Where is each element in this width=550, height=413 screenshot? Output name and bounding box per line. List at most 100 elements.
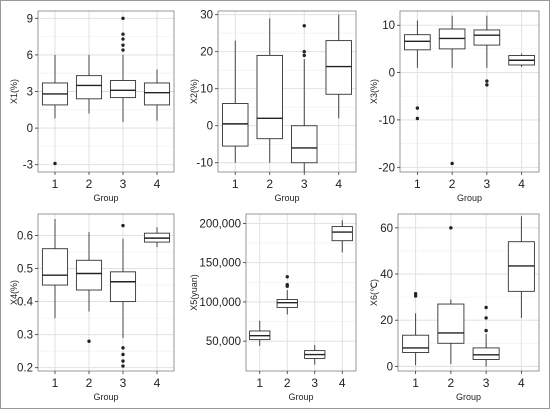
- y-axis-label: X3(%): [369, 79, 379, 104]
- x-tick-label: 1: [232, 177, 239, 191]
- outlier-point: [121, 43, 125, 47]
- box-group-1: [41, 218, 69, 319]
- x-tick-label: 4: [518, 376, 525, 390]
- box: [143, 82, 171, 106]
- y-tick-label: 9: [27, 13, 33, 25]
- box-group-1: [249, 320, 271, 346]
- x-axis-label: Group: [93, 193, 118, 203]
- box-group-2: [75, 54, 103, 114]
- outlier-point: [87, 339, 91, 343]
- box: [404, 34, 431, 51]
- x-tick-label: 1: [256, 376, 263, 390]
- outlier-point: [285, 284, 289, 288]
- plot-border: [399, 10, 540, 173]
- outlier-point: [121, 48, 125, 52]
- outlier-point: [302, 50, 306, 54]
- outlier-point: [485, 83, 489, 87]
- box-group-2: [256, 18, 283, 163]
- box-group-3: [109, 16, 137, 122]
- y-tick-label: -3: [23, 160, 33, 172]
- x-tick-label: 4: [518, 177, 525, 191]
- outlier-point: [53, 161, 57, 166]
- x-tick-label: 3: [120, 177, 127, 191]
- plot-border: [397, 213, 540, 372]
- plot-border: [217, 10, 357, 173]
- x-axis-label: Group: [288, 392, 313, 402]
- box-group-4: [508, 53, 535, 67]
- box-group-1: [41, 54, 69, 166]
- y-axis-label: X4(%): [9, 280, 19, 305]
- outlier-point: [302, 53, 306, 58]
- y-tick-label: 0.6: [17, 230, 33, 242]
- box: [473, 29, 501, 46]
- box: [291, 125, 318, 164]
- y-axis-label: X2(%): [189, 79, 199, 104]
- box: [325, 40, 352, 95]
- box: [402, 334, 430, 353]
- y-tick-label: 40: [380, 269, 393, 281]
- outlier-point: [121, 32, 125, 36]
- box-group-3: [473, 15, 501, 87]
- box-group-4: [507, 216, 535, 318]
- chart-panel-4: 0.2 0.3 0.4 0.5 0.6 1 2 3 4 Group X4(%): [9, 213, 175, 402]
- outlier-point: [485, 79, 489, 83]
- x-tick-label: 3: [120, 376, 127, 390]
- outlier-point: [484, 328, 488, 333]
- x-tick-label: 1: [52, 177, 59, 191]
- y-axis-label: X1(%): [9, 79, 19, 104]
- y-tick-label: 3: [27, 87, 33, 99]
- box-group-2: [438, 15, 466, 166]
- outlier-point: [449, 226, 453, 230]
- box-group-2: [276, 275, 298, 315]
- y-tick-label: -10: [378, 115, 395, 127]
- y-tick-label: 60: [380, 223, 393, 235]
- outlier-point: [121, 223, 125, 228]
- y-axis-label: X5(yuan): [189, 274, 199, 311]
- box: [472, 347, 500, 360]
- y-tick-label: 6: [27, 50, 33, 62]
- x-axis-label: Group: [274, 193, 299, 203]
- x-tick-label: 4: [339, 376, 346, 390]
- y-tick-label: 100,000: [199, 297, 241, 309]
- y-tick-label: 0: [27, 123, 33, 135]
- x-tick-label: 2: [86, 177, 93, 191]
- y-tick-label: -10: [196, 158, 213, 170]
- box: [276, 299, 298, 308]
- x-tick-label: 3: [301, 177, 308, 191]
- box-group-1: [404, 20, 431, 121]
- box-group-3: [304, 345, 326, 365]
- x-tick-label: 2: [284, 376, 291, 390]
- y-tick-label: 20: [200, 47, 213, 59]
- box: [331, 226, 353, 242]
- x-tick-label: 2: [449, 177, 456, 191]
- y-axis-label: X6(℃): [369, 279, 379, 306]
- chart-panel-6: 0 20 40 60 1 2 3 4 Group X6(℃): [369, 213, 540, 402]
- x-tick-label: 3: [484, 177, 491, 191]
- y-tick-label: 200,000: [199, 218, 241, 230]
- y-tick-label: 50,000: [206, 336, 241, 348]
- x-axis-label: Group: [457, 193, 482, 203]
- y-tick-label: 0.4: [17, 297, 34, 309]
- x-tick-label: 3: [483, 376, 490, 390]
- outlier-point: [121, 16, 125, 21]
- chart-panel-3: -20 -10 0 10 1 2 3 4 Group X3(%): [369, 10, 540, 203]
- box: [437, 303, 465, 344]
- x-tick-label: 2: [266, 177, 273, 191]
- outlier-point: [415, 116, 420, 121]
- x-tick-label: 1: [414, 177, 421, 191]
- x-tick-label: 1: [52, 376, 59, 390]
- outlier-point: [484, 316, 488, 320]
- y-tick-label: -20: [378, 162, 395, 174]
- y-tick-label: 150,000: [199, 258, 241, 270]
- y-tick-label: 0.2: [17, 363, 33, 375]
- x-axis-label: Group: [93, 392, 118, 402]
- box: [75, 259, 103, 291]
- outlier-point: [413, 294, 418, 298]
- y-tick-label: 30: [200, 10, 213, 22]
- y-tick-label: 10: [382, 20, 395, 32]
- outlier-point: [302, 24, 306, 28]
- box-group-4: [143, 227, 171, 248]
- outlier-point: [121, 346, 125, 350]
